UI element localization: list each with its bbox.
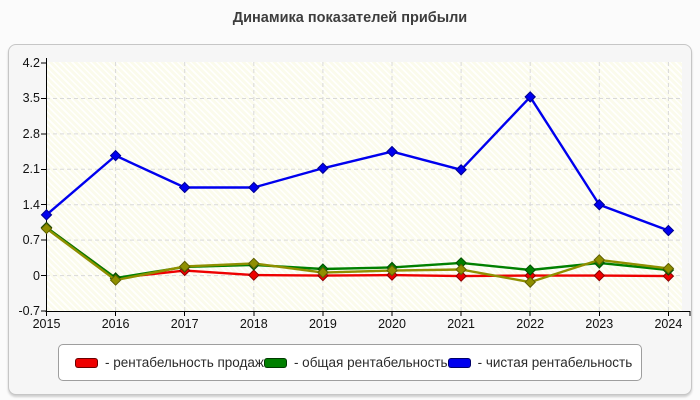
chart-panel: 4.2 3.5 2.8 2.1 1.4 0.7 0 -0.7 2015 2016 2017 2018…: [8, 44, 692, 395]
data-point-marker: [524, 91, 536, 103]
legend-entry-sales-margin: - рентабельность продаж: [75, 355, 264, 370]
legend-box: - рентабельность продаж - общая рентабел…: [58, 344, 642, 381]
y-axis-tick-label: 1.4: [22, 197, 40, 212]
y-axis-tick-label: 3.5: [22, 91, 40, 106]
x-axis-tick-label: 2022: [516, 317, 545, 331]
x-axis-tick-label: 2020: [378, 317, 406, 331]
legend-chip-blue: [447, 357, 471, 368]
x-axis-tick-label: 2018: [239, 317, 268, 331]
legend-entry-net-margin: - чистая рентабельность: [447, 355, 633, 370]
x-axis-tick-label: 2015: [32, 317, 61, 331]
data-point-marker: [593, 254, 606, 266]
data-point-marker: [455, 164, 467, 176]
data-point-marker: [386, 264, 398, 277]
data-point-marker: [593, 269, 606, 282]
y-axis-tick-label: 2.8: [22, 126, 40, 141]
legend-label: - рентабельность продаж: [105, 355, 264, 370]
data-point-marker: [455, 257, 467, 269]
legend-chip-red: [75, 357, 98, 368]
legend-entry-total-margin: - общая рентабельность: [263, 355, 448, 370]
data-point-marker: [455, 270, 467, 282]
data-point-marker: [524, 264, 536, 276]
series-line: [45, 95, 669, 232]
y-axis-tick-label: -0.7: [18, 304, 40, 318]
data-point-marker: [386, 145, 398, 158]
data-point-marker: [317, 162, 329, 175]
x-axis-tick-label: 2023: [585, 317, 614, 331]
chart-svg: [40, 58, 691, 316]
y-axis-tick-label: 0: [33, 268, 40, 283]
x-axis-tick-label: 2024: [654, 317, 683, 331]
data-point-marker: [662, 262, 675, 275]
data-point-marker: [40, 222, 53, 235]
data-point-marker: [662, 224, 675, 237]
data-point-marker: [40, 209, 53, 221]
series-line: [45, 227, 669, 284]
data-point-marker: [248, 269, 260, 281]
chart-title: Динамика показателей прибыли: [232, 10, 468, 26]
x-axis-tick-label: 2017: [170, 317, 199, 331]
y-axis-tick-label: 2.1: [22, 162, 40, 177]
y-axis-tick-label: 0.7: [22, 233, 40, 248]
data-point-marker: [178, 260, 191, 273]
data-point-marker: [317, 266, 329, 279]
data-point-marker: [178, 181, 191, 194]
y-axis-tick-label: 4.2: [22, 56, 40, 70]
data-point-marker: [109, 149, 122, 162]
data-point-marker: [662, 270, 675, 282]
data-point-marker: [593, 198, 606, 211]
legend-label: - общая рентабельность: [293, 355, 448, 370]
data-point-marker: [248, 181, 260, 194]
plot-area: [40, 58, 691, 316]
data-point-marker: [455, 263, 467, 276]
legend-chip-green: [263, 357, 287, 368]
data-point-marker: [109, 274, 122, 286]
x-axis-tick-label: 2019: [308, 317, 337, 331]
data-point-marker: [248, 257, 260, 270]
x-axis-tick-label: 2016: [101, 317, 130, 331]
legend-label: - чистая рентабельность: [477, 355, 633, 370]
data-point-marker: [524, 276, 536, 288]
x-axis-tick-label: 2021: [447, 317, 475, 331]
